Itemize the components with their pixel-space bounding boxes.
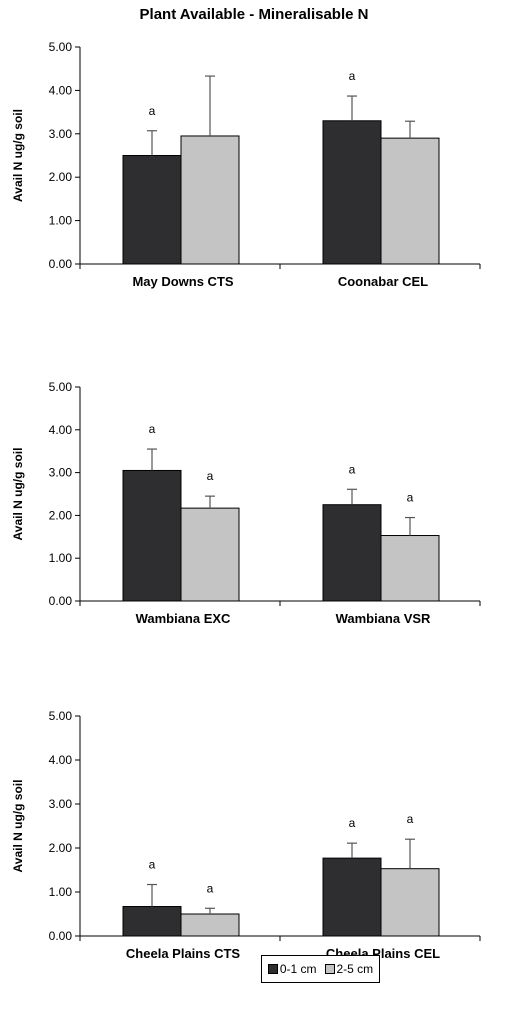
significance-label: a [149, 422, 156, 436]
significance-label: a [207, 881, 214, 895]
significance-label: a [349, 462, 356, 476]
legend-swatch [267, 964, 278, 974]
bar [122, 469, 182, 602]
bar [122, 155, 182, 265]
bar [322, 857, 382, 937]
legend-item: 2-5 cm [324, 962, 374, 976]
y-axis-label: Avail N ug/g soil [11, 109, 25, 202]
y-tick-label: 0.00 [49, 257, 73, 271]
x-category-label: Wambiana VSR [336, 611, 431, 626]
chart-panel-3: 0.00 1.00 2.00 3.00 4.00 5.00 Avail N ug/g soi… [11, 709, 481, 960]
y-tick-label: 3.00 [49, 127, 73, 141]
bar [322, 504, 382, 602]
bar [180, 913, 240, 937]
legend-label: 2-5 cm [336, 962, 374, 976]
y-tick-label: 1.00 [49, 551, 73, 565]
x-category-label: Cheela Plains CTS [126, 946, 240, 960]
significance-label: a [349, 816, 356, 830]
y-tick-label: 0.00 [49, 594, 73, 608]
bar [380, 868, 440, 937]
y-tick-label: 2.00 [49, 841, 73, 855]
legend: 0-1 cm 2-5 cm [261, 955, 380, 983]
bar [380, 535, 440, 602]
y-tick-label: 4.00 [49, 83, 73, 97]
y-tick-label: 1.00 [49, 214, 73, 228]
bar [180, 135, 240, 265]
y-tick-label: 3.00 [49, 466, 73, 480]
significance-label: a [207, 469, 214, 483]
chart-panel-2: 0.00 1.00 2.00 3.00 4.00 5.00 Avail N ug/g soi… [11, 380, 481, 626]
x-category-label: Coonabar CEL [338, 274, 428, 289]
significance-label: a [407, 491, 414, 505]
bar [380, 137, 440, 265]
y-tick-label: 4.00 [49, 423, 73, 437]
legend-swatch [324, 964, 335, 974]
significance-label: a [407, 812, 414, 826]
chart-title: Plant Available - Mineralisable N [139, 6, 369, 23]
legend-label: 0-1 cm [279, 962, 317, 976]
significance-label: a [149, 858, 156, 872]
y-tick-label: 5.00 [49, 709, 73, 723]
bar [122, 906, 182, 937]
x-category-label: May Downs CTS [132, 274, 233, 289]
y-tick-label: 1.00 [49, 885, 73, 899]
significance-label: a [349, 69, 356, 83]
y-tick-label: 0.00 [49, 929, 73, 943]
y-axis-label: Avail N ug/g soil [11, 780, 25, 873]
y-tick-label: 5.00 [49, 380, 73, 394]
y-tick-label: 3.00 [49, 797, 73, 811]
x-category-label: Wambiana EXC [136, 611, 231, 626]
y-tick-label: 2.00 [49, 170, 73, 184]
bar [322, 120, 382, 265]
significance-label: a [149, 104, 156, 118]
chart-panel-1: 0.00 1.00 2.00 3.00 4.00 5.00 Avail N ug/g soi… [11, 40, 481, 289]
y-tick-label: 5.00 [49, 40, 73, 54]
y-tick-label: 2.00 [49, 508, 73, 522]
y-tick-label: 4.00 [49, 753, 73, 767]
bar [180, 507, 240, 602]
legend-item: 0-1 cm [267, 962, 317, 976]
y-axis-label: Avail N ug/g soil [11, 448, 25, 541]
